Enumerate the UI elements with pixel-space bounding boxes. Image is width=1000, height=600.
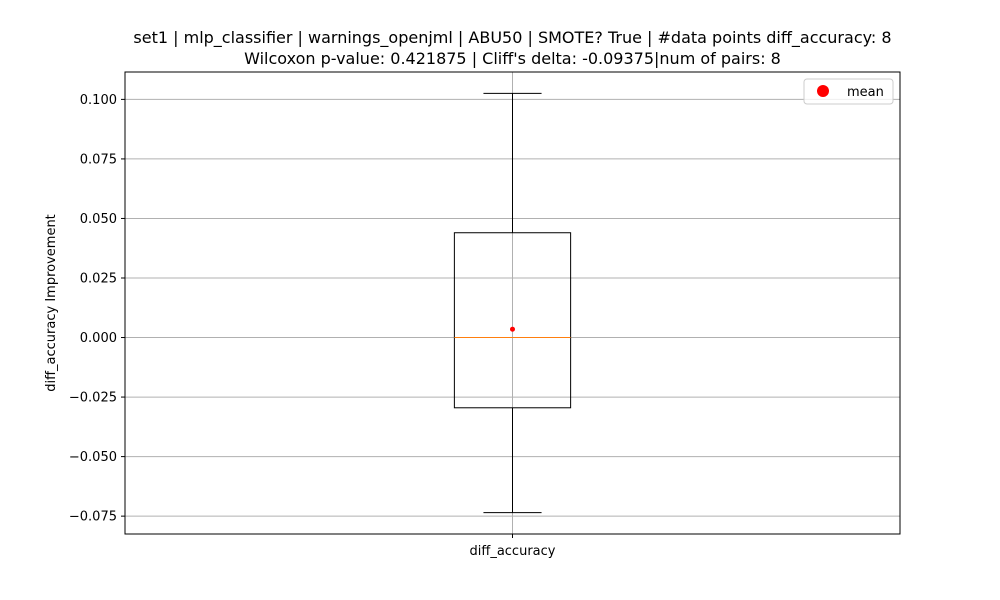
plot-area-frame <box>124 71 901 535</box>
y-tick-label: −0.025 <box>69 391 117 406</box>
x-axis-ticks: diff_accuracy <box>470 534 556 559</box>
y-tick-label: 0.000 <box>80 331 117 346</box>
y-tick-label: 0.075 <box>80 152 117 167</box>
y-axis-label: diff_accuracy Improvement <box>44 214 59 392</box>
x-tick-label: diff_accuracy <box>470 544 556 559</box>
legend-mean-marker <box>817 85 829 97</box>
chart-title-line-1: set1 | mlp_classifier | warnings_openjml… <box>133 28 891 48</box>
mean-point <box>510 326 515 332</box>
y-tick-label: −0.075 <box>69 510 117 525</box>
box-plot <box>453 92 572 514</box>
box-iqr <box>453 232 572 409</box>
legend: mean <box>803 78 894 105</box>
chart-title-line-2: Wilcoxon p-value: 0.421875 | Cliff's del… <box>244 49 781 68</box>
legend-mean-label: mean <box>847 85 884 100</box>
y-tick-label: 0.100 <box>80 93 117 108</box>
y-tick-label: 0.025 <box>80 271 117 286</box>
legend-frame <box>803 78 894 105</box>
y-axis-ticks: −0.075 −0.050 −0.025 0.000 0.025 0.050 0.075 0.… <box>69 93 125 525</box>
y-tick-label: −0.050 <box>69 450 117 465</box>
y-tick-label: 0.050 <box>80 212 117 227</box>
